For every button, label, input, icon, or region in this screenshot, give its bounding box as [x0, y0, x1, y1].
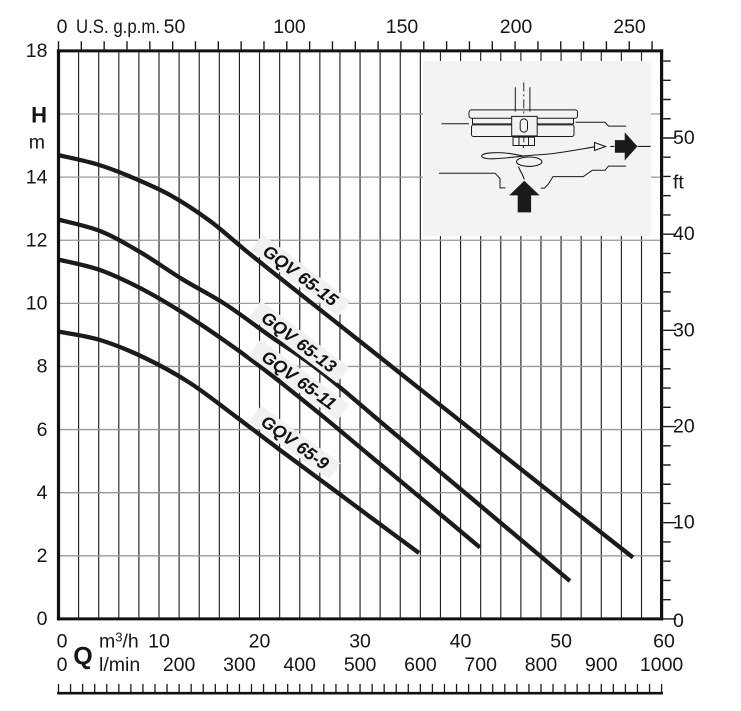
svg-text:14: 14 — [26, 166, 48, 188]
svg-text:30: 30 — [673, 319, 695, 341]
svg-text:m: m — [29, 132, 45, 154]
svg-text:40: 40 — [673, 223, 695, 245]
svg-text:250: 250 — [613, 16, 646, 38]
svg-text:50: 50 — [673, 127, 695, 149]
svg-text:10: 10 — [26, 293, 48, 315]
svg-text:0: 0 — [57, 654, 68, 676]
svg-text:l/min: l/min — [99, 654, 140, 676]
svg-text:ft: ft — [673, 172, 684, 194]
svg-text:10: 10 — [673, 512, 695, 534]
svg-text:200: 200 — [163, 654, 196, 676]
svg-text:1000: 1000 — [640, 654, 684, 676]
svg-text:20: 20 — [249, 631, 271, 653]
svg-text:12: 12 — [26, 229, 48, 251]
svg-text:50: 50 — [550, 631, 572, 653]
svg-text:700: 700 — [464, 654, 497, 676]
svg-text:H: H — [31, 103, 47, 128]
svg-text:6: 6 — [37, 419, 48, 441]
svg-text:600: 600 — [404, 654, 437, 676]
svg-text:800: 800 — [525, 654, 558, 676]
svg-text:400: 400 — [283, 654, 316, 676]
svg-text:300: 300 — [223, 654, 256, 676]
svg-text:50: 50 — [164, 16, 186, 38]
svg-text:4: 4 — [37, 482, 48, 504]
svg-text:900: 900 — [585, 654, 618, 676]
svg-text:200: 200 — [500, 16, 533, 38]
svg-text:40: 40 — [450, 631, 472, 653]
svg-text:500: 500 — [344, 654, 377, 676]
svg-text:8: 8 — [37, 356, 48, 378]
svg-text:U.S. g.p.m.: U.S. g.p.m. — [76, 16, 160, 38]
svg-text:0: 0 — [57, 16, 68, 38]
svg-text:m3/h: m3/h — [99, 630, 139, 653]
svg-text:Q: Q — [73, 643, 92, 671]
svg-text:0: 0 — [57, 631, 68, 653]
svg-text:100: 100 — [273, 16, 306, 38]
svg-text:20: 20 — [673, 416, 695, 438]
svg-text:30: 30 — [349, 631, 371, 653]
svg-text:18: 18 — [26, 40, 48, 62]
svg-text:2: 2 — [37, 545, 48, 567]
svg-text:0: 0 — [673, 610, 684, 632]
svg-text:150: 150 — [386, 16, 419, 38]
svg-text:60: 60 — [653, 631, 675, 653]
svg-text:10: 10 — [148, 631, 170, 653]
svg-text:0: 0 — [37, 608, 48, 630]
